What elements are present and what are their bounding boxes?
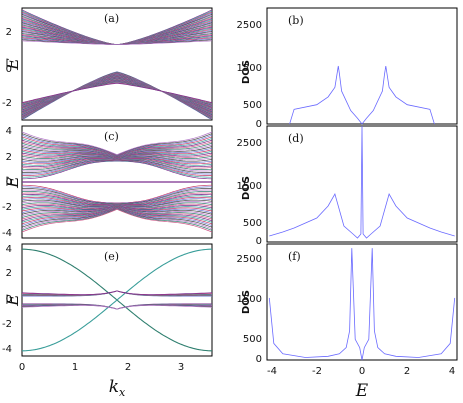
ytick-d-4: 0: [256, 236, 262, 247]
ytick-d-1: 2500: [237, 138, 262, 149]
ytick-c-1: 4: [6, 126, 12, 137]
flat-band-line: [21, 290, 213, 296]
panel-label-a: (a): [104, 12, 119, 25]
ytick-e-5: -4: [2, 344, 12, 355]
dos-curve-b: [289, 65, 435, 125]
ytick-e-4: -2: [2, 319, 12, 330]
ytick-d-3: 500: [243, 218, 262, 229]
band-lines-a: [21, 9, 213, 120]
ytick-b-2: 1500: [237, 63, 262, 74]
ytick-b-3: 500: [243, 100, 262, 111]
panel-label-d: (d): [288, 132, 304, 145]
ytick-f-3: 500: [243, 334, 262, 345]
xtick-f-4: 4: [449, 366, 455, 377]
ytick-b-1: 2500: [237, 20, 262, 31]
xlabel-kx: kx: [109, 377, 126, 399]
ylabel-c: E: [3, 176, 22, 189]
dos-curve-f: [268, 248, 456, 361]
ytick-e-2: 2: [6, 268, 12, 279]
panel-label-f: (f): [288, 250, 301, 263]
panel-e: (e) 4 2 0 -2 -4 E 0 1 2 3 kx: [2, 243, 213, 399]
band-lines-c: [21, 131, 213, 233]
ylabel-e: E: [3, 294, 22, 307]
xtick-f-0: -4: [267, 366, 277, 377]
xtick-f-1: -2: [312, 366, 322, 377]
xtick-e-0: 0: [19, 362, 25, 373]
ytick-a-3: -2: [2, 98, 12, 109]
ylabel-d: DOS: [241, 176, 252, 200]
ytick-a-1: 2: [6, 27, 12, 38]
panel-f: (f) 2500 1500 500 0 DOS -4 -2 0 2 4 E: [237, 243, 458, 401]
xtick-e-2: 2: [125, 362, 131, 373]
band-line: [21, 208, 213, 233]
ytick-c-4: -2: [2, 202, 12, 213]
ytick-b-4: 0: [256, 119, 262, 130]
xlabel-E: E: [355, 381, 369, 401]
ylabel-a: E: [3, 58, 22, 71]
xtick-e-3: 3: [178, 362, 184, 373]
band-lines-e: [21, 248, 213, 352]
ylabel-b: DOS: [241, 60, 252, 84]
xtick-f-3: 2: [404, 366, 410, 377]
ytick-c-3: 0: [6, 177, 12, 188]
panel-label-b: (b): [288, 14, 304, 27]
ytick-f-4: 0: [256, 354, 262, 365]
panel-b: (b) 2500 1500 500 0 DOS: [237, 7, 458, 130]
xtick-f-2: 0: [359, 366, 365, 377]
outer-band-line: [22, 248, 212, 352]
ytick-e-3: 0: [6, 294, 12, 305]
panel-d: (d) 2500 1500 500 0 DOS: [237, 125, 458, 247]
ytick-d-2: 1500: [237, 181, 262, 192]
panel-label-e: (e): [104, 250, 119, 263]
band-line: [21, 131, 213, 156]
band-line: [21, 82, 213, 103]
ytick-e-1: 4: [6, 244, 12, 255]
ytick-f-2: 1500: [237, 294, 262, 305]
xtick-e-1: 1: [72, 362, 78, 373]
ytick-a-2: 0: [6, 64, 12, 75]
band-line: [21, 40, 213, 46]
dos-curve-d: [269, 125, 455, 239]
ytick-c-2: 2: [6, 152, 12, 163]
ylabel-f: DOS: [241, 290, 252, 314]
panel-c: (c) 4 2 0 -2 -4 E: [2, 125, 213, 239]
flat-band-line: [21, 304, 213, 310]
panel-label-c: (c): [104, 130, 119, 143]
panel-a: (a) 2 0 -2 E: [2, 7, 213, 121]
ytick-f-1: 2500: [237, 254, 262, 265]
ytick-c-5: -4: [2, 228, 12, 239]
